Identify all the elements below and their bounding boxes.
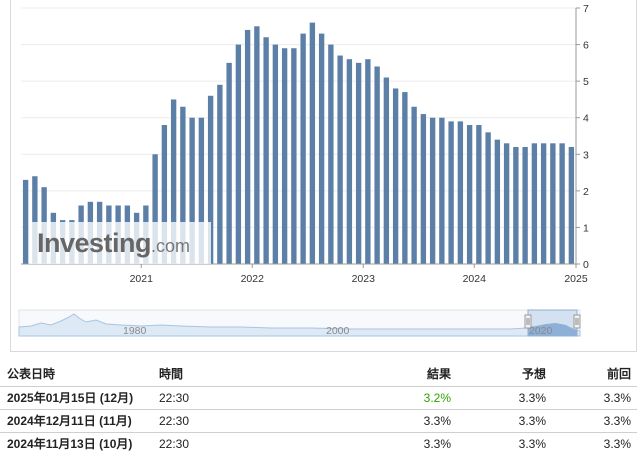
- y-tick-label: 0: [583, 259, 589, 271]
- y-axis: 0 1 2 3 4 5 6 7: [575, 3, 589, 271]
- investing-logo: Investing .com: [29, 222, 211, 264]
- bar[interactable]: [22, 179, 29, 264]
- bar[interactable]: [32, 176, 38, 264]
- bar[interactable]: [448, 121, 454, 265]
- release-history-table: 公表日時 時間 結果 予想 前回 2025年01月15日 (12月) 22:30…: [0, 362, 637, 455]
- row-forecast: 3.3%: [457, 432, 552, 455]
- bar[interactable]: [540, 143, 547, 264]
- navigator-label-2020: 2020: [529, 325, 553, 337]
- table-row: 2025年01月15日 (12月) 22:30 3.2% 3.3% 3.3%: [0, 386, 637, 410]
- row-forecast: 3.3%: [457, 386, 552, 410]
- header-time[interactable]: 時間: [152, 362, 382, 387]
- bar[interactable]: [439, 117, 445, 265]
- bar[interactable]: [485, 132, 491, 264]
- bar[interactable]: [402, 92, 408, 264]
- bar[interactable]: [291, 48, 297, 265]
- bar[interactable]: [318, 33, 325, 264]
- bar[interactable]: [531, 143, 538, 264]
- bar[interactable]: [550, 143, 556, 264]
- bar[interactable]: [309, 22, 316, 264]
- bar[interactable]: [263, 37, 269, 265]
- row-time: 22:30: [152, 386, 382, 410]
- navigator-right-handle[interactable]: [573, 314, 581, 329]
- bar[interactable]: [272, 44, 279, 264]
- bar[interactable]: [559, 143, 565, 264]
- bar[interactable]: [494, 139, 501, 264]
- bar[interactable]: [568, 146, 575, 264]
- bar[interactable]: [281, 48, 288, 265]
- navigator-label-1980: 1980: [123, 325, 147, 337]
- x-axis: 2021 2022 2023 2024 2025: [21, 263, 588, 285]
- bar[interactable]: [189, 117, 195, 265]
- header-previous[interactable]: 前回: [552, 362, 637, 387]
- bar[interactable]: [180, 106, 186, 265]
- y-tick-label: 1: [583, 222, 589, 234]
- row-forecast: 3.3%: [457, 409, 552, 433]
- bar[interactable]: [383, 77, 390, 265]
- bar[interactable]: [355, 62, 362, 264]
- row-date: 2024年11月13日 (10月): [0, 432, 152, 455]
- navigator-label-2000: 2000: [326, 325, 350, 337]
- row-time: 22:30: [152, 432, 382, 455]
- range-navigator[interactable]: 1980 2000 2020: [11, 305, 637, 345]
- y-tick-label: 6: [583, 40, 589, 52]
- bar[interactable]: [429, 117, 436, 265]
- row-previous: 3.3%: [552, 409, 637, 433]
- bar[interactable]: [337, 55, 343, 264]
- row-time: 22:30: [152, 409, 382, 433]
- bar[interactable]: [300, 33, 306, 264]
- bar[interactable]: [466, 125, 473, 264]
- logo-suffix: .com: [151, 235, 191, 256]
- header-actual[interactable]: 結果: [382, 362, 457, 387]
- row-actual: 3.3%: [382, 409, 457, 433]
- y-tick-label: 4: [583, 113, 589, 125]
- bar[interactable]: [207, 95, 214, 265]
- bar[interactable]: [503, 143, 510, 264]
- logo-wordmark: Investing: [37, 227, 152, 258]
- bar[interactable]: [420, 114, 427, 264]
- x-tick-label: 2022: [241, 273, 265, 285]
- chart-panel: 0 1 2 3 4 5 6 7 2021 2022 2023 2024 2025 Investing …: [10, 0, 637, 352]
- table-header-row: 公表日時 時間 結果 予想 前回: [0, 362, 637, 387]
- header-forecast[interactable]: 予想: [457, 362, 552, 387]
- table-row: 2024年12月11日 (11月) 22:30 3.3% 3.3% 3.3%: [0, 409, 637, 433]
- bar[interactable]: [161, 125, 168, 264]
- bar[interactable]: [346, 59, 353, 265]
- navigator-left-handle[interactable]: [524, 314, 532, 329]
- bar[interactable]: [235, 44, 242, 264]
- y-tick-label: 5: [583, 76, 589, 88]
- bar[interactable]: [328, 44, 334, 264]
- bar[interactable]: [152, 154, 158, 264]
- row-previous: 3.3%: [552, 432, 637, 455]
- x-tick-label: 2025: [564, 273, 588, 285]
- y-tick-label: 3: [583, 149, 589, 161]
- bar[interactable]: [226, 62, 232, 264]
- bar[interactable]: [476, 125, 482, 264]
- x-tick-label: 2023: [352, 273, 376, 285]
- row-date: 2025年01月15日 (12月): [0, 386, 152, 410]
- bar[interactable]: [392, 88, 399, 265]
- y-tick-label: 7: [583, 3, 589, 15]
- navigator-selection-area: [528, 323, 577, 336]
- header-date[interactable]: 公表日時: [0, 362, 152, 387]
- bar[interactable]: [254, 26, 260, 264]
- bar[interactable]: [522, 146, 528, 264]
- bar[interactable]: [411, 106, 417, 265]
- bar[interactable]: [457, 121, 464, 265]
- x-tick-label: 2024: [463, 273, 487, 285]
- row-actual: 3.2%: [382, 386, 457, 410]
- y-tick-label: 2: [583, 186, 589, 198]
- row-date: 2024年12月11日 (11月): [0, 409, 152, 433]
- row-actual: 3.3%: [382, 432, 457, 455]
- bar[interactable]: [170, 99, 177, 265]
- bar[interactable]: [513, 146, 519, 264]
- row-previous: 3.3%: [552, 386, 637, 410]
- bar[interactable]: [244, 29, 251, 264]
- x-tick-label: 2021: [130, 273, 154, 285]
- table-row: 2024年11月13日 (10月) 22:30 3.3% 3.3% 3.3%: [0, 432, 637, 455]
- bar[interactable]: [217, 84, 223, 264]
- bar[interactable]: [374, 66, 380, 264]
- bar[interactable]: [365, 59, 371, 265]
- bar[interactable]: [198, 117, 205, 265]
